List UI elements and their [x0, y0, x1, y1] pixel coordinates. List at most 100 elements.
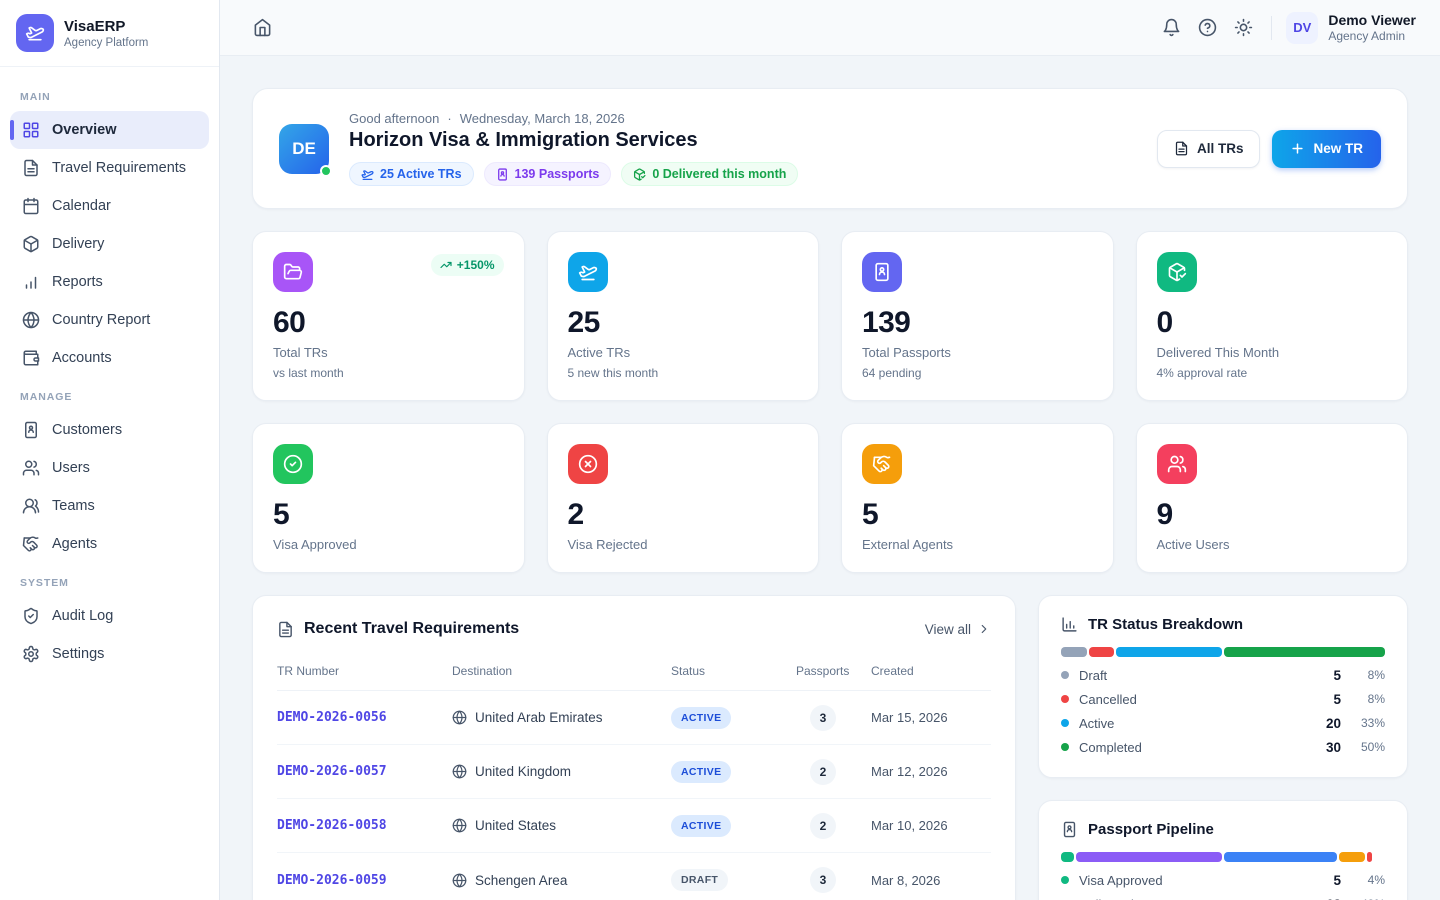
sidebar-item-overview[interactable]: Overview: [10, 111, 209, 149]
sidebar-item-travel-requirements[interactable]: Travel Requirements: [10, 149, 209, 187]
bell-icon[interactable]: [1153, 10, 1189, 46]
stat-label: Visa Rejected: [568, 537, 799, 552]
badge-label: 139 Passports: [515, 167, 600, 181]
stat-value: 25: [568, 306, 799, 340]
tr-number-link[interactable]: DEMO-2026-0058: [277, 818, 452, 833]
bar-segment-active: [1116, 647, 1222, 657]
bar-segment-draft: [1061, 647, 1087, 657]
legend-value: 5: [1333, 692, 1341, 707]
sidebar-item-label: Delivery: [52, 236, 104, 252]
tr-status-title: TR Status Breakdown: [1088, 616, 1243, 633]
created-date: Mar 8, 2026: [871, 873, 991, 888]
tr-number-link[interactable]: DEMO-2026-0057: [277, 764, 452, 779]
view-all-label: View all: [925, 622, 971, 637]
legend-row-delivered: Delivered 68 49%: [1061, 892, 1385, 900]
sidebar-item-agents[interactable]: Agents: [10, 525, 209, 563]
legend-dot: [1061, 671, 1069, 679]
tr-number-link[interactable]: DEMO-2026-0056: [277, 710, 452, 725]
folder-open-icon: [273, 252, 313, 292]
agency-initials: DE: [292, 139, 316, 159]
shield-check-icon: [22, 607, 40, 625]
chevron-right-icon: [977, 622, 991, 636]
check-circle-icon: [273, 444, 313, 484]
sidebar-item-customers[interactable]: Customers: [10, 411, 209, 449]
sidebar-item-users[interactable]: Users: [10, 449, 209, 487]
bar-segment-orange: [1339, 852, 1365, 862]
status-badge: ACTIVE: [671, 761, 731, 783]
active-trs-badge: 25 Active TRs: [349, 162, 474, 186]
sidebar-item-teams[interactable]: Teams: [10, 487, 209, 525]
legend-dot: [1061, 719, 1069, 727]
user-menu[interactable]: DV Demo Viewer Agency Admin: [1286, 12, 1416, 44]
stat-value: 2: [568, 498, 799, 532]
passport-pipeline-title: Passport Pipeline: [1088, 821, 1214, 838]
nav-section-system: SYSTEM: [0, 563, 219, 597]
bar-segment-red: [1367, 852, 1372, 862]
stat-label: Delivered This Month: [1157, 345, 1388, 360]
page-title: Horizon Visa & Immigration Services: [349, 129, 1137, 152]
help-icon[interactable]: [1189, 10, 1225, 46]
sidebar-item-label: Teams: [52, 498, 95, 514]
stat-delivered-month: 0 Delivered This Month 4% approval rate: [1136, 231, 1409, 401]
delivered-badge: 0 Delivered this month: [621, 162, 798, 186]
sidebar-item-audit-log[interactable]: Audit Log: [10, 597, 209, 635]
plane-takeoff-icon: [568, 252, 608, 292]
home-icon[interactable]: [244, 10, 280, 46]
sidebar-item-country-report[interactable]: Country Report: [10, 301, 209, 339]
main-area: DV Demo Viewer Agency Admin DE Good afte…: [220, 0, 1440, 900]
stat-label: Visa Approved: [273, 537, 504, 552]
bar-segment-completed: [1224, 647, 1385, 657]
stat-label: External Agents: [862, 537, 1093, 552]
agency-avatar: DE: [279, 124, 329, 174]
stat-active-users: 9 Active Users: [1136, 423, 1409, 573]
passport-icon: [862, 252, 902, 292]
handshake-icon: [22, 535, 40, 553]
table-row[interactable]: DEMO-2026-0058 United States ACTIVE 2 Ma…: [277, 799, 991, 853]
sidebar-item-label: Calendar: [52, 198, 111, 214]
divider: [1271, 16, 1272, 40]
tr-number-link[interactable]: DEMO-2026-0059: [277, 873, 452, 888]
trs-table: TR Number Destination Status Passports C…: [277, 658, 991, 900]
sidebar-item-delivery[interactable]: Delivery: [10, 225, 209, 263]
col-passports: Passports: [796, 664, 871, 678]
avatar: DV: [1286, 12, 1318, 44]
legend-row-draft: Draft 5 8%: [1061, 663, 1385, 687]
col-status: Status: [671, 664, 796, 678]
brand-logo-icon: [16, 14, 54, 52]
sidebar-item-settings[interactable]: Settings: [10, 635, 209, 673]
bar-segment-blue: [1224, 852, 1337, 862]
file-icon: [1174, 141, 1189, 156]
all-trs-button[interactable]: All TRs: [1157, 130, 1261, 168]
stat-label: Total Passports: [862, 345, 1093, 360]
new-tr-label: New TR: [1313, 141, 1363, 156]
sidebar-item-label: Agents: [52, 536, 97, 552]
stat-external-agents: 5 External Agents: [841, 423, 1114, 573]
view-all-link[interactable]: View all: [925, 622, 991, 637]
plane-takeoff-icon: [361, 168, 374, 181]
legend-value: 68: [1326, 897, 1341, 900]
sidebar-item-accounts[interactable]: Accounts: [10, 339, 209, 377]
document-icon: [277, 621, 294, 638]
bar-chart-icon: [22, 273, 40, 291]
destination-text: United Kingdom: [475, 764, 571, 779]
recent-trs-panel: Recent Travel Requirements View all TR N…: [252, 595, 1016, 900]
sidebar-item-label: Travel Requirements: [52, 160, 186, 176]
bar-segment-delivered: [1076, 852, 1222, 862]
new-tr-button[interactable]: New TR: [1272, 130, 1381, 168]
created-date: Mar 10, 2026: [871, 818, 991, 833]
theme-toggle-sun-icon[interactable]: [1225, 10, 1261, 46]
legend-value: 5: [1333, 668, 1341, 683]
legend-dot: [1061, 695, 1069, 703]
col-destination: Destination: [452, 664, 671, 678]
destination-text: Schengen Area: [475, 873, 567, 888]
table-row[interactable]: DEMO-2026-0056 United Arab Emirates ACTI…: [277, 691, 991, 745]
users-icon: [1157, 444, 1197, 484]
sidebar-item-reports[interactable]: Reports: [10, 263, 209, 301]
sidebar-item-calendar[interactable]: Calendar: [10, 187, 209, 225]
stat-label: Active Users: [1157, 537, 1388, 552]
table-row[interactable]: DEMO-2026-0059 Schengen Area DRAFT 3 Mar…: [277, 853, 991, 900]
online-status-dot: [320, 165, 332, 177]
app-tagline: Agency Platform: [64, 37, 148, 49]
table-row[interactable]: DEMO-2026-0057 United Kingdom ACTIVE 2 M…: [277, 745, 991, 799]
handshake-icon: [862, 444, 902, 484]
